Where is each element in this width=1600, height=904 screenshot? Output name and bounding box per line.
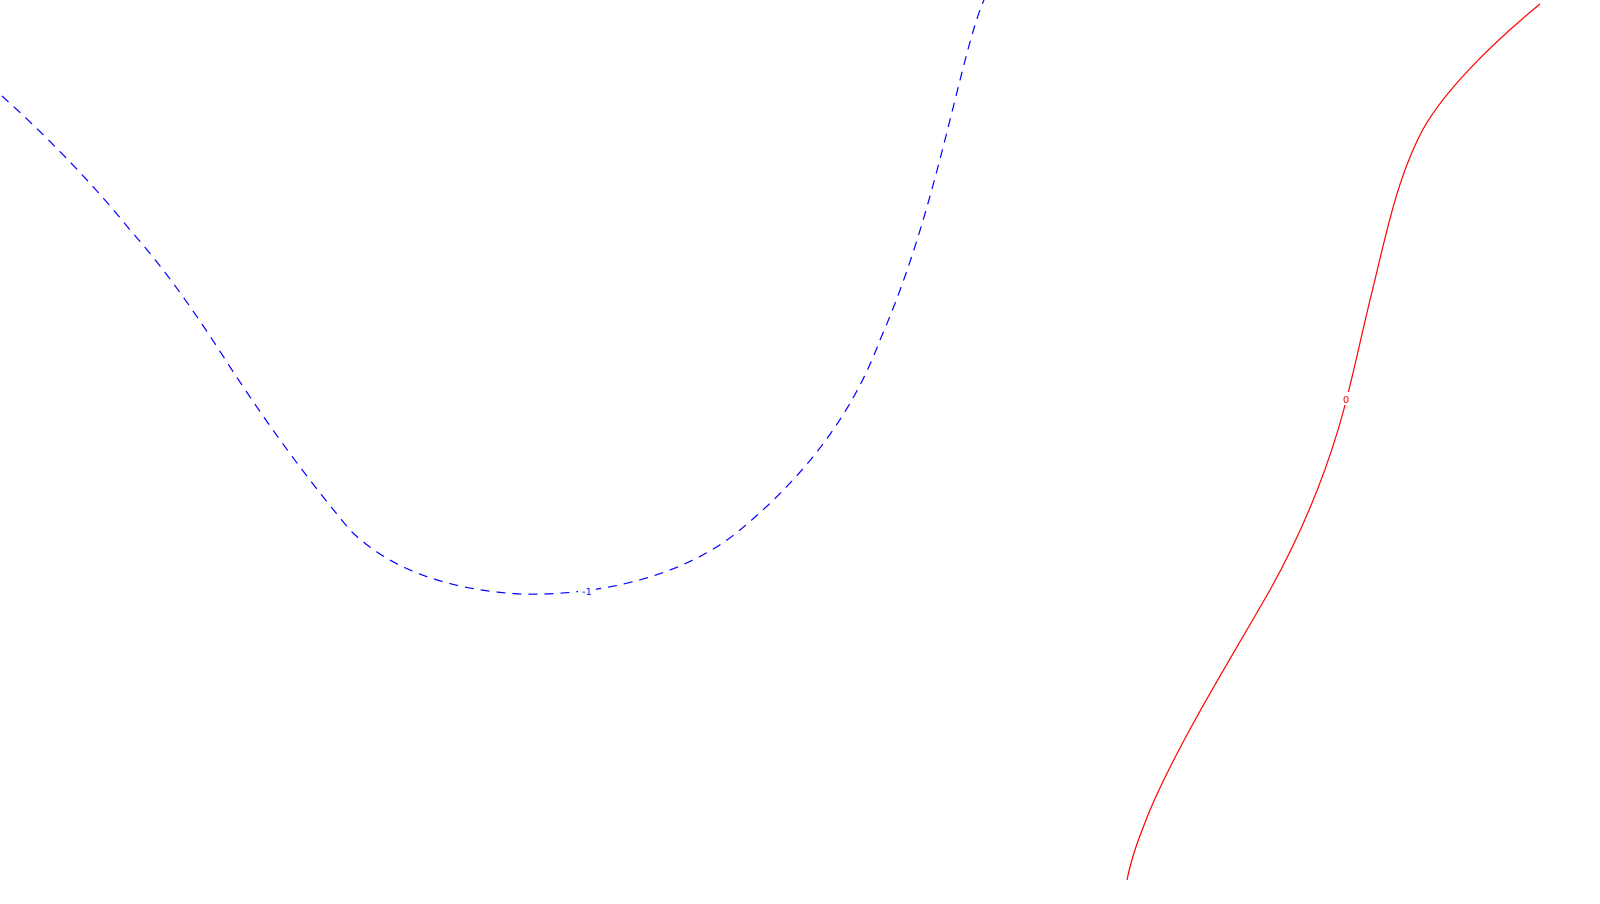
contour-label-zero: 0 — [1343, 395, 1349, 406]
contour-label-neg1: -1 — [582, 587, 592, 598]
contour-label-background-zero — [1340, 392, 1352, 405]
contour-label-background-neg1 — [578, 585, 596, 598]
contour-line-level-zero — [1126, 3, 1541, 881]
contour-line-level-neg1 — [1, 0, 985, 595]
